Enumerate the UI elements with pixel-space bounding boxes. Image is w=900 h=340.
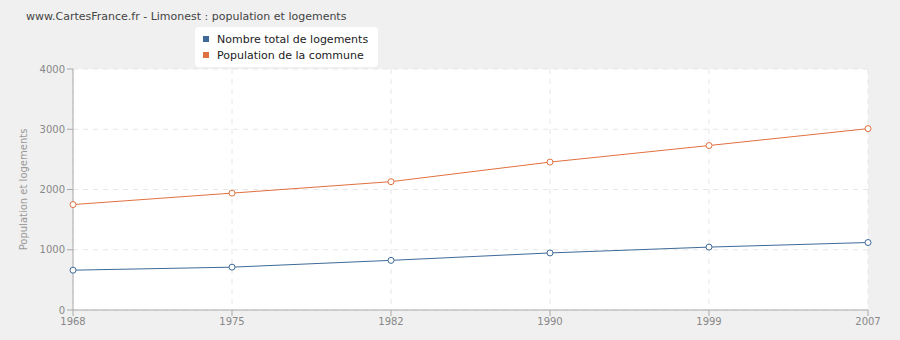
html-text:www.CartesFrance.fr - Limonest: www.CartesFrance.fr - Limonest : populat… xyxy=(26,10,347,23)
svg-text:1999: 1999 xyxy=(696,316,721,327)
svg-text:Population et logements: Population et logements xyxy=(18,129,29,251)
svg-text:1982: 1982 xyxy=(378,316,403,327)
html-text:Population de la commune: Population de la commune xyxy=(217,48,364,62)
html-text:Nombre total de logements: Nombre total de logements xyxy=(217,32,369,46)
svg-text:1990: 1990 xyxy=(537,316,562,327)
svg-text:0: 0 xyxy=(59,305,65,316)
svg-text:4000: 4000 xyxy=(40,64,65,75)
svg-text:1968: 1968 xyxy=(60,316,85,327)
svg-text:3000: 3000 xyxy=(40,124,65,135)
svg-text:2007: 2007 xyxy=(855,316,880,327)
svg-text:1000: 1000 xyxy=(40,244,65,255)
svg-text:1975: 1975 xyxy=(219,316,244,327)
svg-text:2000: 2000 xyxy=(40,184,65,195)
